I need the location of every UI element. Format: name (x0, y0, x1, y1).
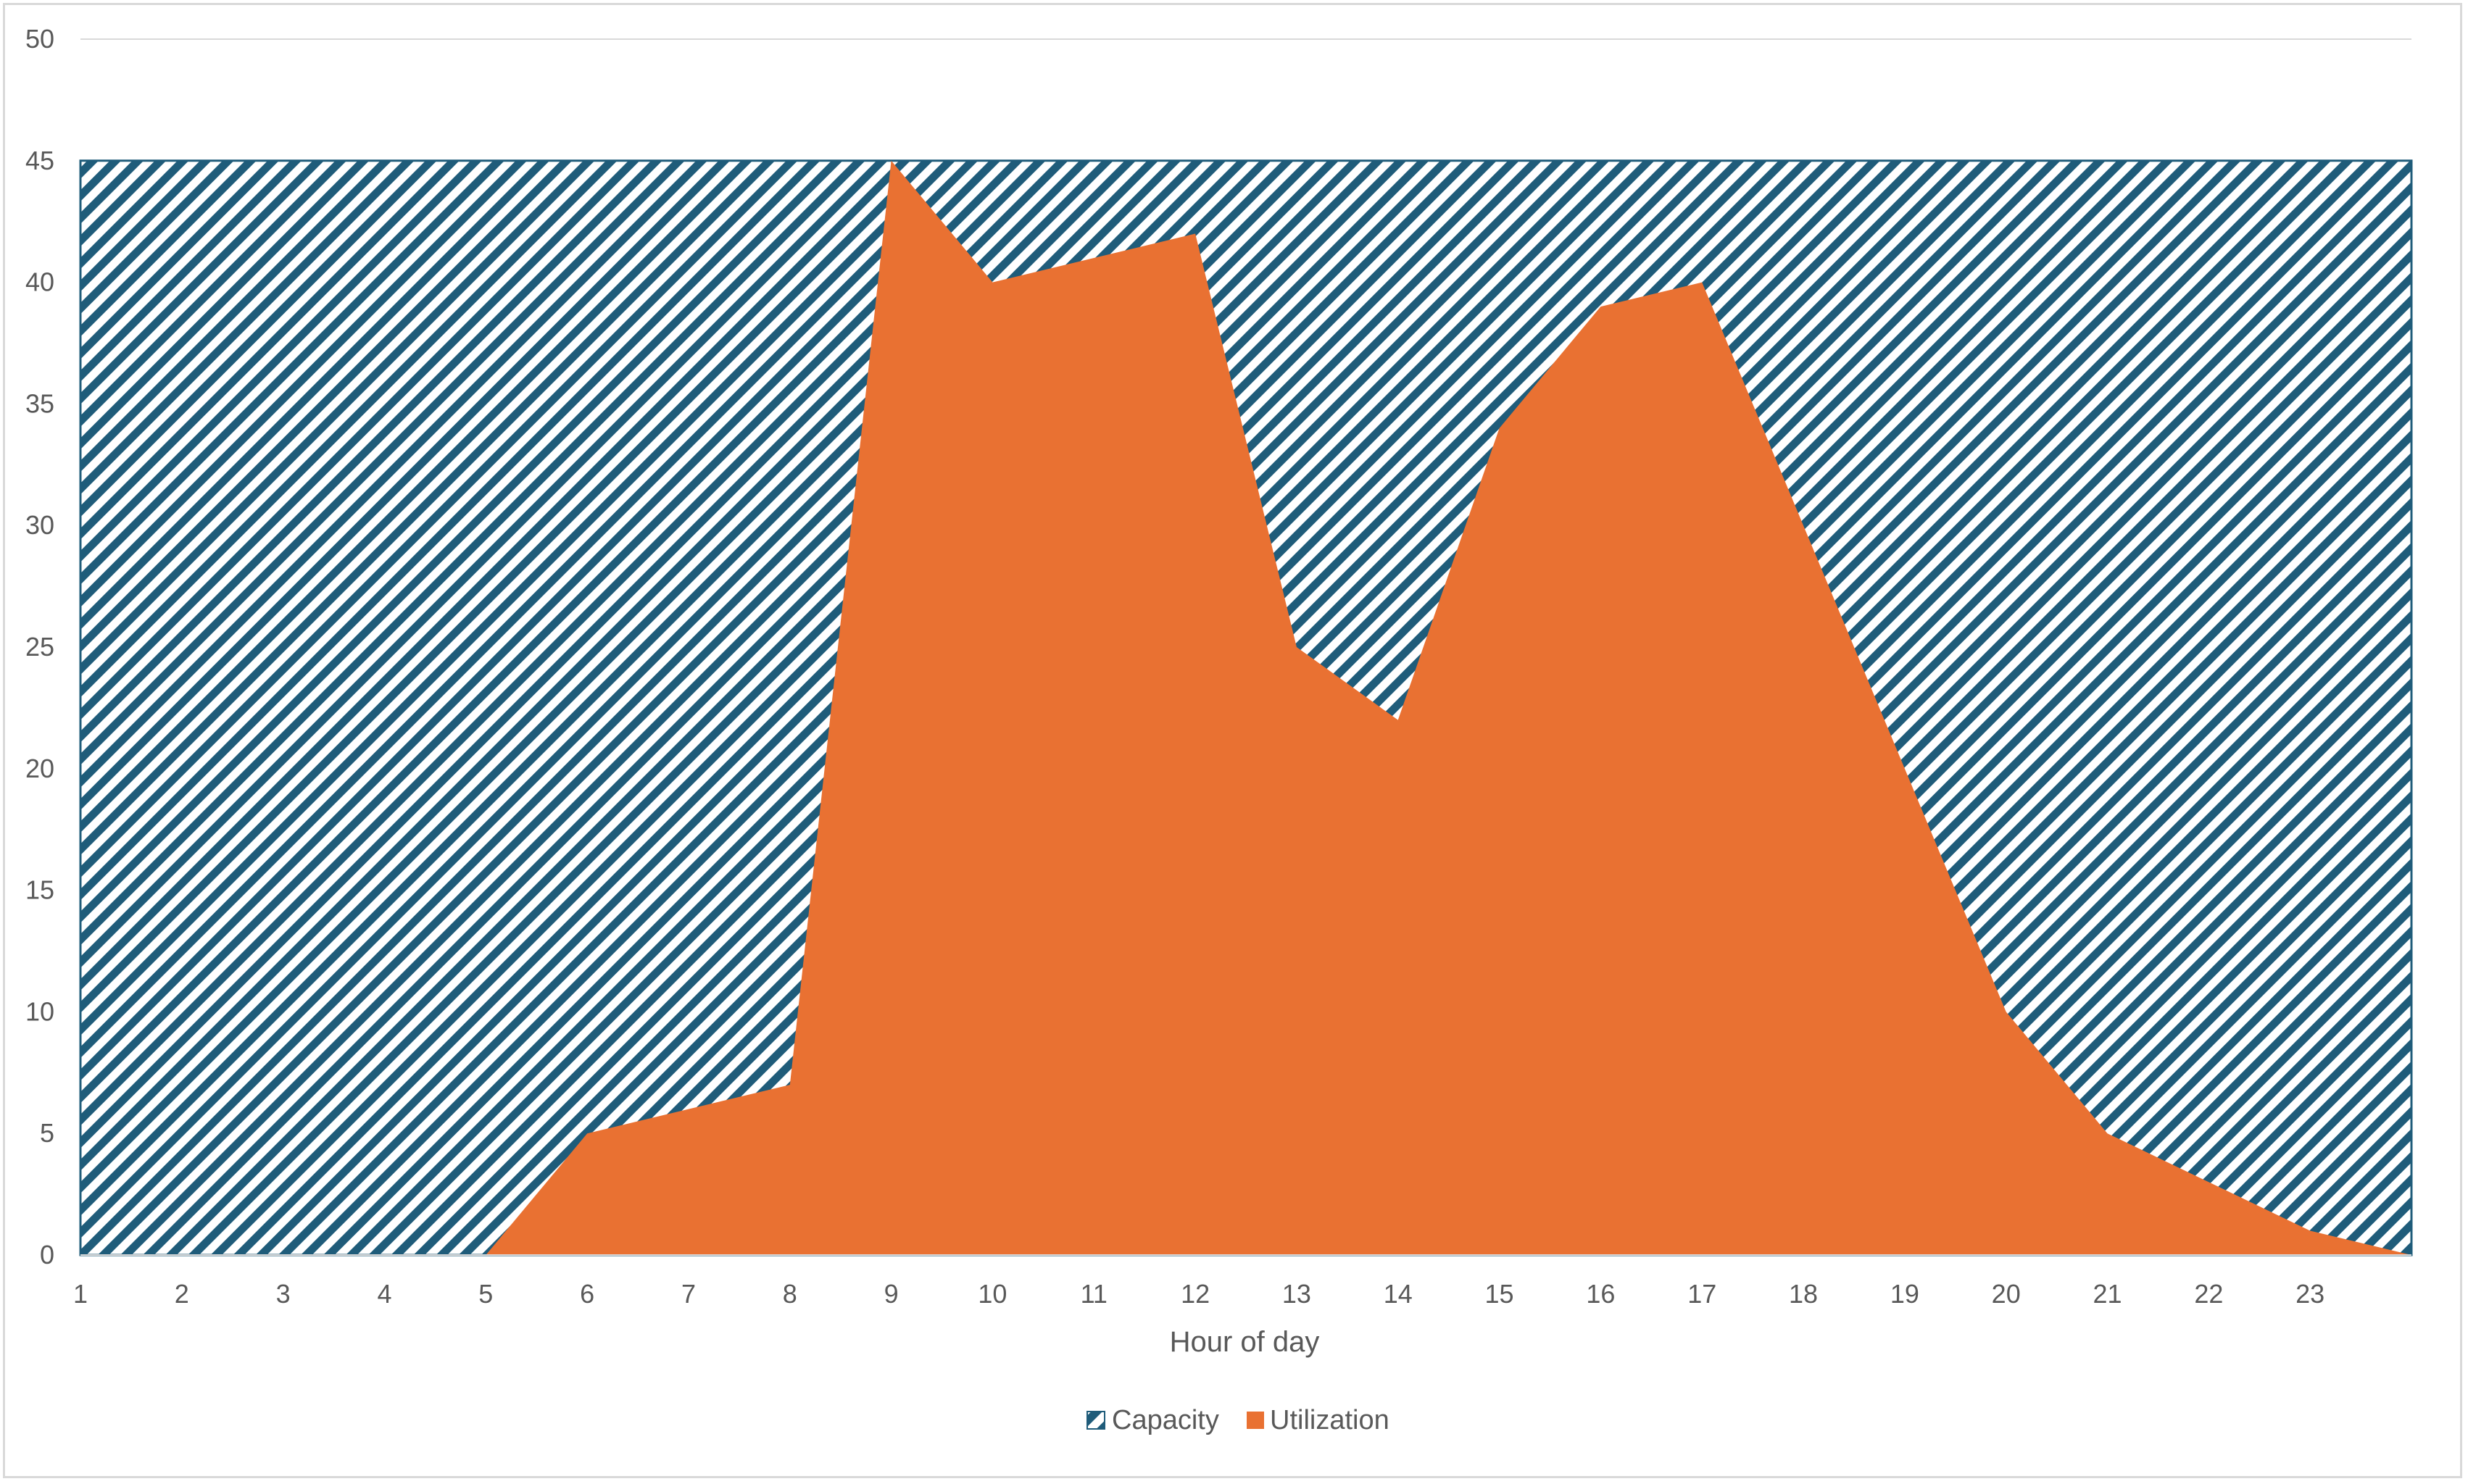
x-tick-label: 15 (1485, 1279, 1514, 1309)
x-tick-label: 21 (2093, 1279, 2122, 1309)
y-tick-label: 25 (25, 632, 54, 662)
x-tick-label: 23 (2295, 1279, 2324, 1309)
y-tick-label: 45 (25, 146, 54, 175)
x-tick-label: 5 (478, 1279, 493, 1309)
y-tick-label: 10 (25, 996, 54, 1026)
x-tick-label: 16 (1586, 1279, 1615, 1309)
y-tick-label: 20 (25, 754, 54, 783)
x-tick-label: 14 (1384, 1279, 1413, 1309)
y-tick-label: 0 (40, 1240, 54, 1270)
x-tick-label: 17 (1687, 1279, 1716, 1309)
legend-label-capacity: Capacity (1112, 1405, 1219, 1435)
x-tick-label: 9 (884, 1279, 899, 1309)
series-areas (79, 159, 2413, 1256)
x-tick-label: 1 (73, 1279, 88, 1309)
x-axis-title: Hour of day (1170, 1326, 1320, 1358)
y-tick-label: 30 (25, 510, 54, 540)
x-tick-label: 11 (1081, 1279, 1108, 1309)
legend: Capacity Utilization (1086, 1405, 1389, 1435)
legend-swatch-capacity (1086, 1411, 1105, 1430)
x-tick-label: 13 (1282, 1279, 1311, 1309)
y-tick-label: 35 (25, 388, 54, 418)
y-tick-label: 40 (25, 267, 54, 297)
x-tick-label: 7 (681, 1279, 696, 1309)
x-tick-label: 3 (276, 1279, 291, 1309)
x-tick-label: 4 (377, 1279, 391, 1309)
legend-label-utilization: Utilization (1270, 1405, 1389, 1435)
x-tick-label: 20 (1992, 1279, 2021, 1309)
x-tick-label: 10 (978, 1279, 1007, 1309)
x-tick-label: 12 (1181, 1279, 1210, 1309)
x-tick-label: 18 (1789, 1279, 1818, 1309)
x-tick-label: 19 (1890, 1279, 1919, 1309)
y-tick-label: 15 (25, 875, 54, 905)
x-tick-label: 6 (580, 1279, 594, 1309)
x-tick-label: 8 (783, 1279, 797, 1309)
y-tick-label: 50 (25, 24, 54, 54)
y-tick-label: 5 (40, 1118, 54, 1148)
x-tick-label: 2 (175, 1279, 189, 1309)
x-tick-label: 22 (2194, 1279, 2223, 1309)
series-area-utilization (80, 160, 2411, 1255)
legend-swatch-utilization (1247, 1412, 1264, 1429)
